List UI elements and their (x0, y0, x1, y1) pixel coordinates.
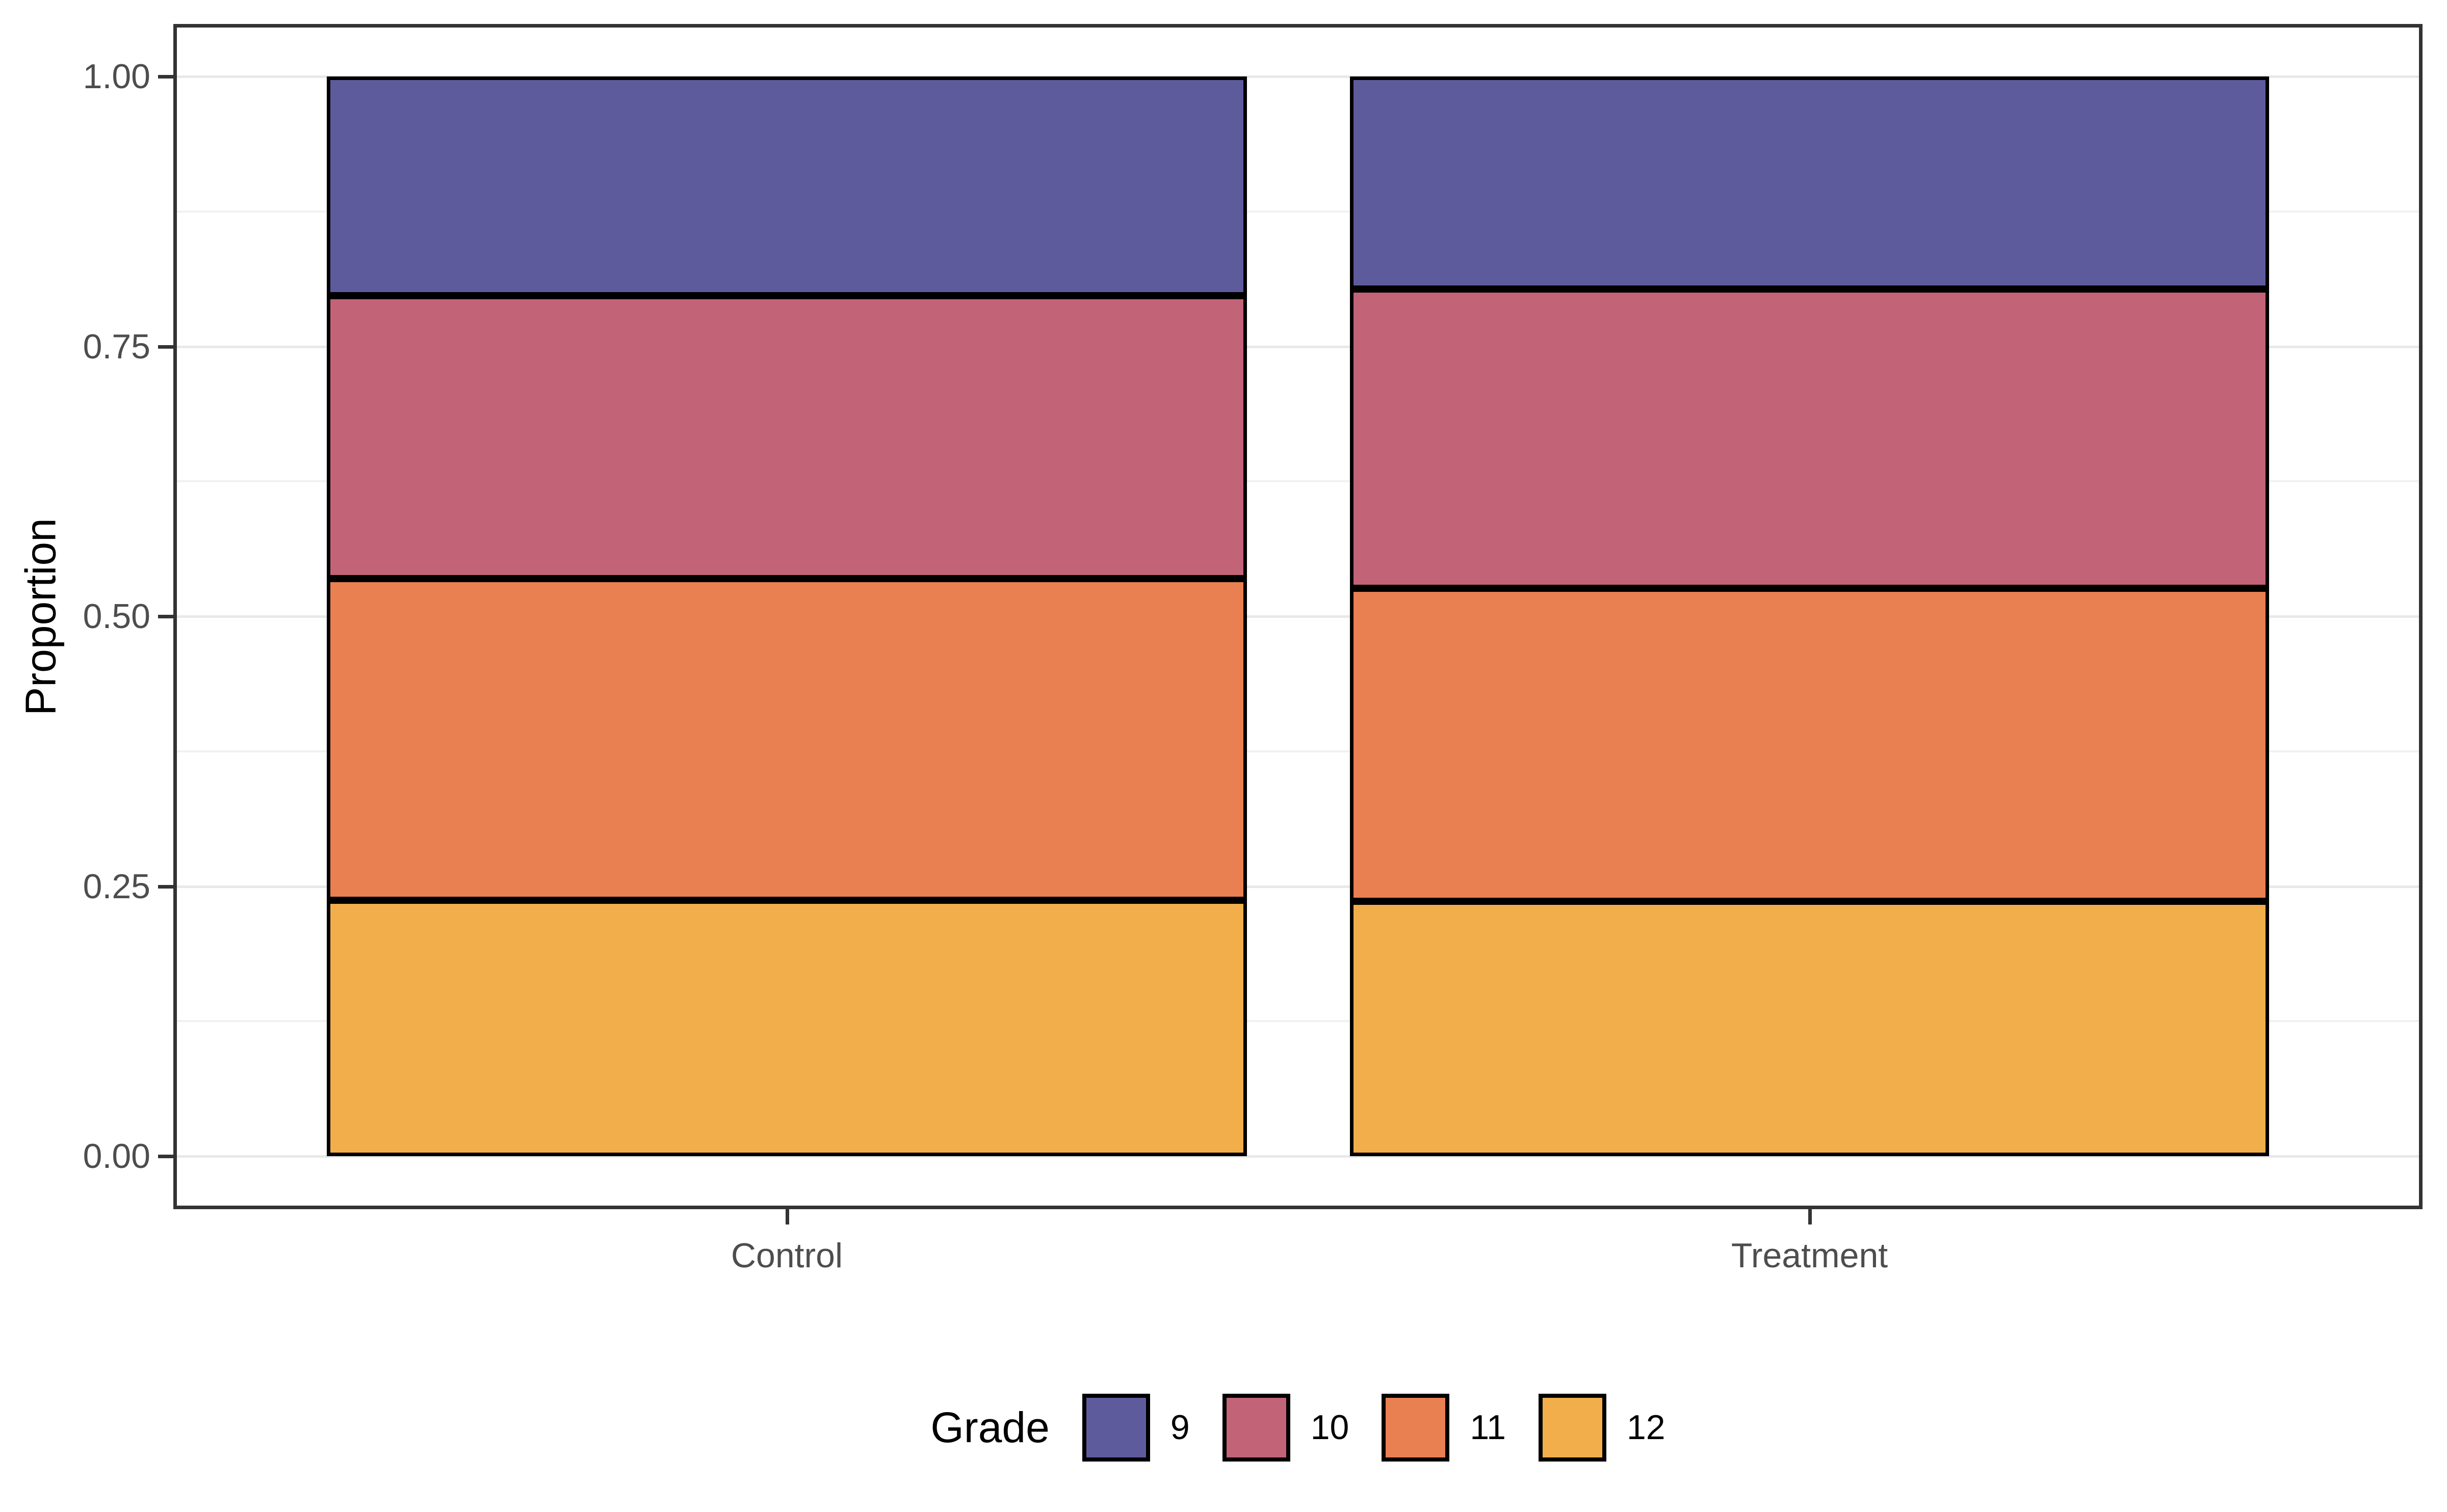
legend-swatch-grade-9 (1082, 1393, 1150, 1462)
y-tick-label: 0.75 (83, 327, 150, 366)
legend-item-grade-9: 9 (1082, 1393, 1190, 1462)
legend-title: Grade (930, 1403, 1050, 1451)
y-axis-tick (158, 1155, 173, 1158)
bar-segment-grade-11 (1350, 588, 2269, 902)
gridline-major (173, 615, 2423, 618)
gridline-minor (173, 1020, 2423, 1023)
legend-swatch-grade-10 (1222, 1393, 1290, 1462)
gridline-minor (173, 750, 2423, 752)
bar-control (327, 24, 1247, 1209)
gridline-major (173, 885, 2423, 888)
x-category-label-control: Control (731, 1236, 843, 1275)
x-category-label-treatment: Treatment (1731, 1236, 1888, 1275)
bar-segment-grade-9 (327, 76, 1247, 296)
gridline-major (173, 75, 2423, 78)
legend-item-grade-12: 12 (1538, 1393, 1665, 1462)
legend-item-grade-11: 11 (1382, 1393, 1506, 1462)
legend-label-grade-11: 11 (1470, 1408, 1506, 1447)
bar-segment-grade-10 (327, 295, 1247, 579)
y-tick-label: 0.00 (83, 1137, 150, 1176)
bar-segment-grade-9 (1350, 76, 2269, 290)
legend-swatch-grade-11 (1382, 1393, 1450, 1462)
y-axis-tick (158, 75, 173, 79)
gridline-major (173, 345, 2423, 348)
bar-treatment (1350, 24, 2269, 1209)
bar-segment-grade-12 (327, 900, 1247, 1156)
legend-label-grade-9: 9 (1170, 1408, 1190, 1447)
bar-segment-grade-10 (1350, 289, 2269, 588)
y-axis-tick (158, 345, 173, 349)
x-axis-tick (1808, 1209, 1812, 1224)
legend-swatch-grade-12 (1538, 1393, 1606, 1462)
legend-item-grade-10: 10 (1222, 1393, 1349, 1462)
gridline-major (173, 1155, 2423, 1158)
y-axis-tick (158, 615, 173, 618)
y-axis-tick (158, 884, 173, 889)
legend-label-grade-10: 10 (1310, 1408, 1349, 1447)
plot-panel (173, 24, 2423, 1209)
bar-segment-grade-12 (1350, 901, 2269, 1156)
gridline-minor (173, 210, 2423, 213)
y-tick-label: 1.00 (83, 57, 150, 96)
legend-label-grade-12: 12 (1626, 1408, 1665, 1447)
y-tick-label: 0.50 (83, 597, 150, 636)
legend: Grade 9 10 11 12 (173, 1393, 2423, 1462)
gridline-minor (173, 480, 2423, 483)
x-axis-tick (785, 1209, 789, 1224)
y-tick-label: 0.25 (83, 867, 150, 906)
bar-segment-grade-11 (327, 578, 1247, 901)
